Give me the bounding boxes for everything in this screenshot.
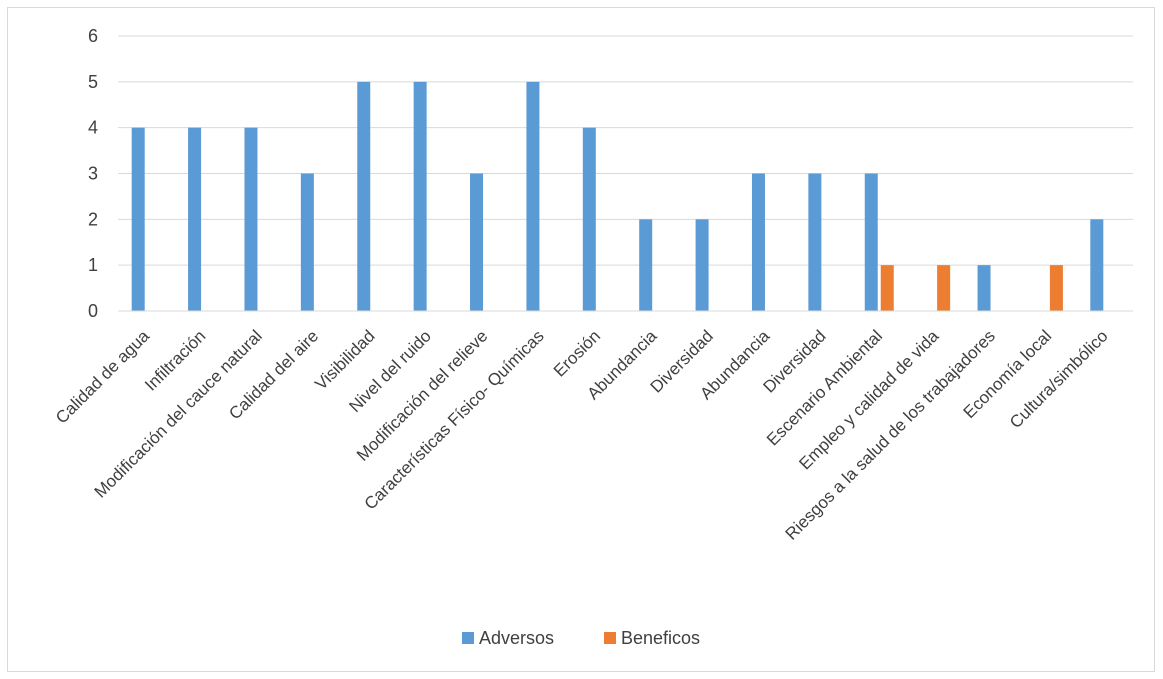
bar-adversos-3 [300,173,314,311]
y-tick-label: 4 [88,118,98,138]
legend-swatch-adversos [462,632,474,644]
y-tick-label: 0 [88,301,98,321]
bar-adversos-11 [751,173,765,311]
bar-beneficos-16 [1049,265,1063,311]
bars [131,81,1104,312]
x-axis-category-labels: Calidad de aguaInfiltraciónModificación … [52,326,1112,544]
bar-adversos-1 [188,127,202,312]
bar-adversos-6 [470,173,484,311]
bar-adversos-12 [808,173,822,311]
y-tick-label: 5 [88,72,98,92]
legend-label-beneficos: Beneficos [621,628,700,648]
bar-adversos-10 [695,219,709,311]
bar-adversos-2 [244,127,258,312]
bar-adversos-15 [977,265,991,311]
x-category-label: Riesgos a la salud de los trabajadores [782,326,999,543]
y-tick-label: 1 [88,255,98,275]
legend-swatch-beneficos [604,632,616,644]
y-tick-label: 2 [88,209,98,229]
legend: Adversos Beneficos [462,628,700,648]
bar-adversos-17 [1090,219,1104,311]
y-axis-ticks: 0 1 2 3 4 5 6 [88,26,98,321]
legend-label-adversos: Adversos [479,628,554,648]
x-category-label: Erosión [550,326,604,380]
bar-beneficos-13 [880,265,894,311]
bar-adversos-7 [526,81,540,311]
x-category-label: Calidad de agua [52,326,153,427]
y-tick-label: 6 [88,26,98,46]
y-tick-label: 3 [88,164,98,184]
gridlines [118,35,1133,266]
bar-beneficos-14 [937,265,951,311]
bar-adversos-9 [639,219,653,311]
bar-adversos-0 [131,127,145,312]
chart-frame [7,7,1155,672]
bar-adversos-8 [582,127,596,312]
x-category-label: Cultura/simbólico [1006,326,1112,432]
bar-adversos-4 [357,81,371,311]
bar-adversos-13 [864,173,878,311]
bar-adversos-5 [413,81,427,311]
